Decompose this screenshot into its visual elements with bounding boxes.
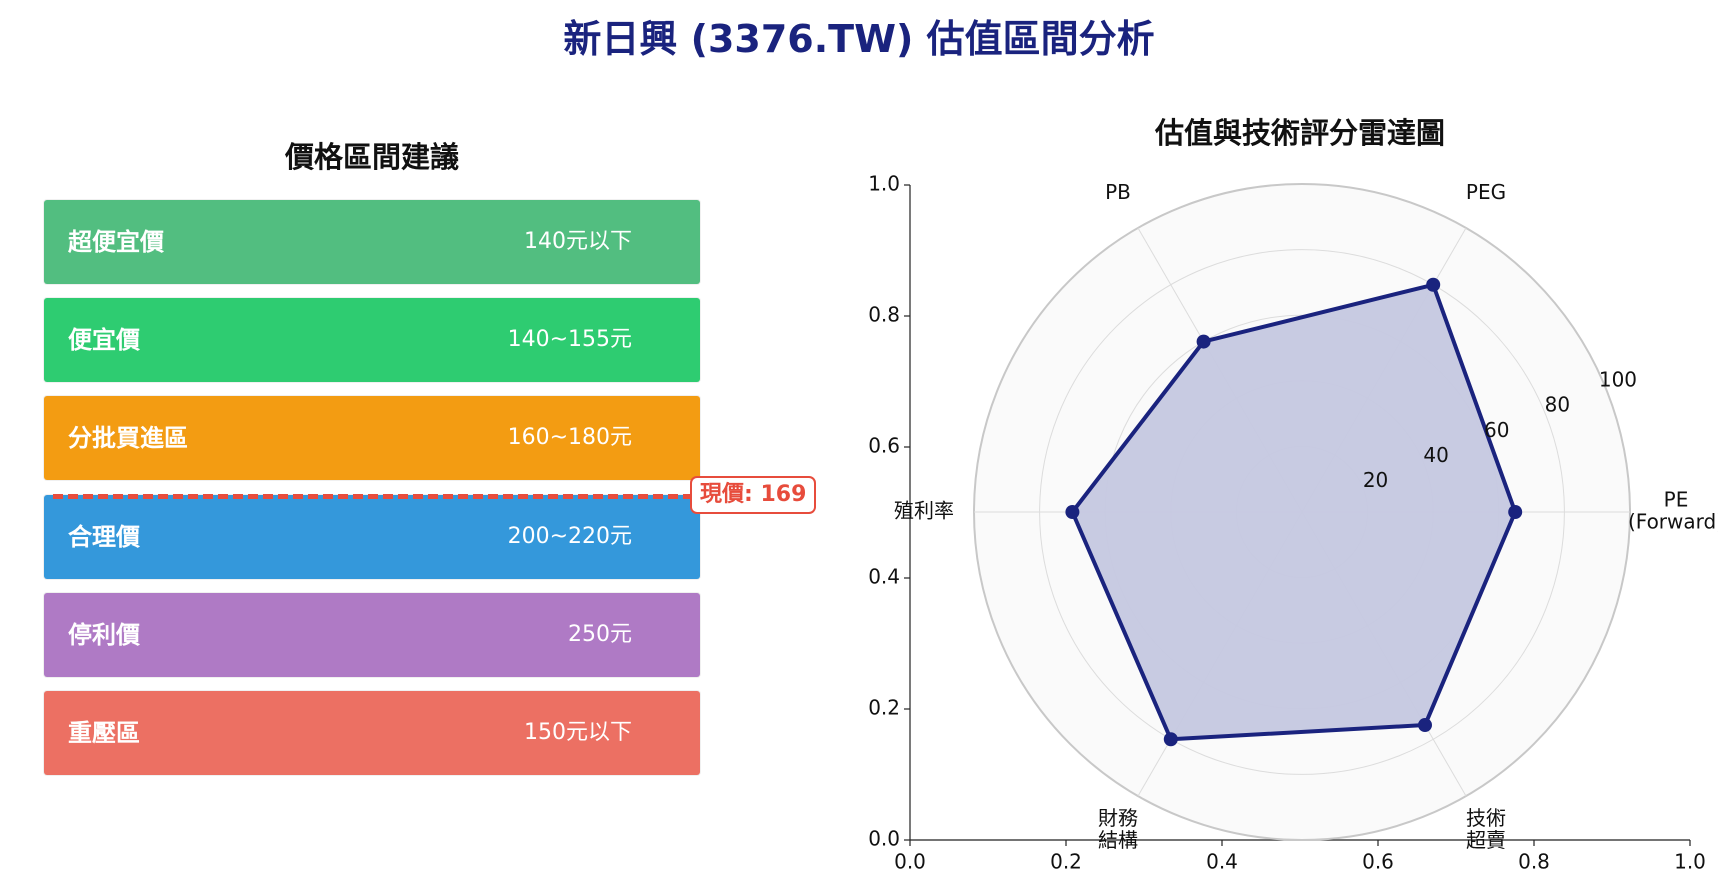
band-label: 超便宜價: [68, 227, 164, 256]
radar-background: [973, 183, 1631, 841]
band-range: 200~220元: [507, 524, 632, 549]
radar-category-label: PEG: [1466, 180, 1506, 204]
radar-category-label: 技術超賣: [1466, 806, 1506, 852]
radar-radial-tick-label: 100: [1599, 368, 1637, 392]
radar-grid-ring: [1039, 249, 1565, 775]
price-band: 合理價 200~220元: [44, 495, 700, 579]
price-band: 分批買進區 160~180元: [44, 396, 700, 480]
band-range: 250元: [568, 622, 632, 647]
frame-x-tick-label: 0.0: [894, 850, 926, 874]
frame-x-tick-label: 0.6: [1362, 850, 1394, 874]
radar-grid-ring: [1235, 445, 1369, 579]
radar-category-label: PB: [1105, 180, 1131, 204]
radar-category-label: PE (Forward): [1628, 488, 1718, 534]
radar-spoke: [1137, 227, 1303, 513]
band-range: 140~155元: [507, 327, 632, 352]
price-band: 便宜價 140~155元: [44, 298, 700, 382]
radar-point: [1426, 277, 1441, 292]
band-label: 便宜價: [68, 325, 140, 354]
frame-x-tick-label: 0.8: [1518, 850, 1550, 874]
radar-chart-title: 估值與技術評分雷達圖: [1154, 116, 1445, 150]
frame-y-tick-label: 0.0: [868, 827, 900, 851]
band-range: 140元以下: [524, 229, 632, 254]
radar-category-label: 殖利率: [894, 499, 954, 523]
band-label: 重壓區: [68, 718, 140, 747]
band-label: 停利價: [68, 620, 140, 649]
current-price-line: [53, 494, 693, 499]
radar-grid-ring: [1170, 380, 1434, 644]
band-label: 合理價: [68, 522, 140, 551]
radar-spoke: [1137, 511, 1303, 797]
radar-series-area: [1070, 282, 1518, 742]
radar-point: [1065, 505, 1080, 519]
radar-point: [1508, 505, 1523, 519]
frame-y-tick-label: 1.0: [868, 172, 900, 196]
radar-spoke: [1301, 511, 1467, 797]
frame-y-tick-label: 0.4: [868, 565, 900, 589]
radar-radial-tick-label: 40: [1423, 443, 1448, 467]
price-panel-title: 價格區間建議: [284, 140, 459, 174]
current-price-badge: 現價: 169: [690, 476, 817, 514]
band-range: 160~180元: [507, 425, 632, 450]
frame-x-tick-label: 0.4: [1206, 850, 1238, 874]
frame-x-tick-label: 1.0: [1674, 850, 1706, 874]
radar-grid-ring: [1104, 314, 1500, 710]
price-band: 重壓區 150元以下: [44, 691, 700, 775]
radar-point: [1196, 334, 1211, 349]
radar-point: [1163, 732, 1178, 747]
frame-y-tick-label: 0.2: [868, 696, 900, 720]
frame-y-tick-label: 0.6: [868, 434, 900, 458]
radar-radial-tick-label: 20: [1363, 468, 1388, 492]
radar-spoke: [1301, 227, 1467, 513]
radar-radial-tick-label: 60: [1484, 418, 1509, 442]
radar-point: [1418, 718, 1432, 733]
radar-radial-tick-label: 80: [1545, 393, 1570, 417]
band-range: 150元以下: [524, 720, 632, 745]
price-band: 超便宜價 140元以下: [44, 200, 700, 284]
frame-y-tick-label: 0.8: [868, 303, 900, 327]
radar-category-label: 財務結構: [1098, 806, 1138, 852]
band-label: 分批買進區: [68, 423, 188, 452]
frame-x-tick-label: 0.2: [1050, 850, 1082, 874]
main-title: 新日興 (3376.TW) 估值區間分析: [563, 17, 1155, 61]
price-band: 停利價 250元: [44, 593, 700, 677]
